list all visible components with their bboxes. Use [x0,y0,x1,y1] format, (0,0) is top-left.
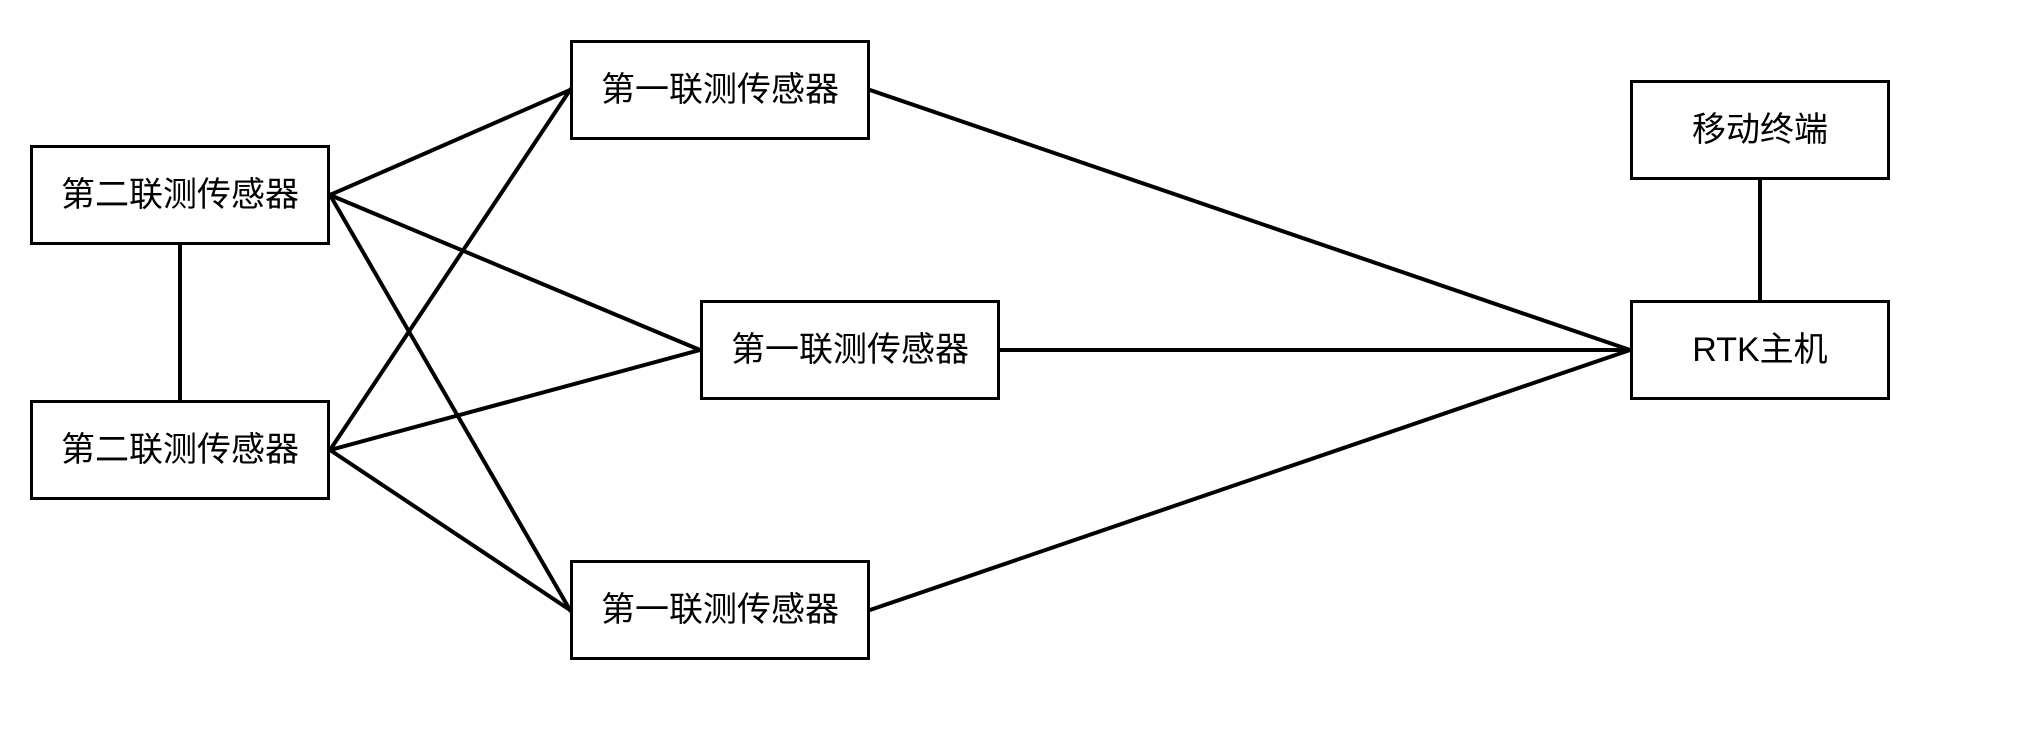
edge-s2b-s1c [330,450,570,610]
node-s2a: 第二联测传感器 [30,145,330,245]
node-label-s1a: 第一联测传感器 [601,70,839,111]
node-label-term: 移动终端 [1692,110,1828,151]
node-label-s1b: 第一联测传感器 [731,330,969,371]
node-s1c: 第一联测传感器 [570,560,870,660]
node-s1b: 第一联测传感器 [700,300,1000,400]
node-s1a: 第一联测传感器 [570,40,870,140]
node-s2b: 第二联测传感器 [30,400,330,500]
edge-s2b-s1b [330,350,700,450]
diagram-stage: 第二联测传感器第二联测传感器第一联测传感器第一联测传感器第一联测传感器RTK主机… [0,0,2025,740]
node-label-s2a: 第二联测传感器 [61,175,299,216]
node-rtk: RTK主机 [1630,300,1890,400]
edge-s2b-s1a [330,90,570,450]
node-term: 移动终端 [1630,80,1890,180]
edge-s2a-s1b [330,195,700,350]
edge-s2a-s1c [330,195,570,610]
node-label-s1c: 第一联测传感器 [601,590,839,631]
node-label-rtk: RTK主机 [1692,330,1827,371]
node-label-s2b: 第二联测传感器 [61,430,299,471]
edge-s2a-s1a [330,90,570,195]
